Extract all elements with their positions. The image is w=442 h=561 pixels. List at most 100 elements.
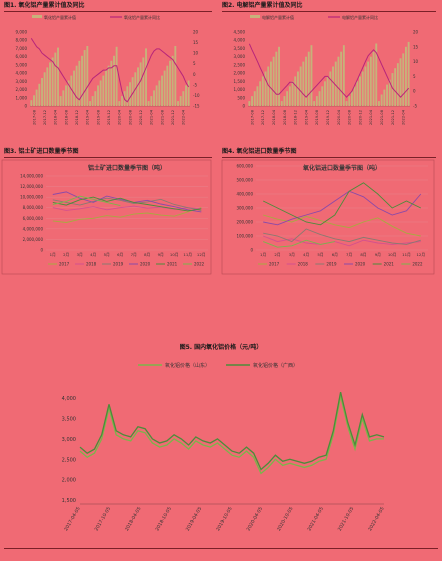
series-line — [263, 182, 421, 226]
bar — [372, 51, 375, 106]
bar — [405, 46, 407, 106]
y-tick-label: 4,000,000 — [23, 226, 44, 231]
bar — [256, 86, 259, 106]
bar — [81, 55, 83, 106]
y-tick-label: 0 — [242, 104, 245, 109]
bar — [259, 81, 262, 106]
bar — [41, 78, 43, 106]
figure-5-rule — [4, 548, 438, 549]
x-tick-label: 6月 — [117, 252, 123, 257]
bar — [318, 91, 321, 106]
bar — [307, 51, 310, 106]
bar — [49, 62, 51, 106]
x-tick-label: 2021-04-05 — [306, 506, 325, 532]
legend-label: 2021 — [384, 262, 395, 267]
bar — [278, 46, 280, 106]
bar — [30, 100, 33, 106]
bar — [391, 73, 394, 106]
y2-tick-label: 5 — [413, 74, 416, 79]
figure-3-title: 图3. 铝土矿进口数量季节图 — [4, 148, 79, 155]
bar — [142, 57, 145, 106]
bar — [394, 68, 397, 106]
bar — [155, 85, 158, 106]
y-tick-label: 0 — [250, 248, 253, 253]
series-line — [263, 214, 421, 237]
bar — [65, 85, 67, 106]
series-line — [263, 190, 422, 226]
bar — [62, 90, 65, 106]
y-tick-label: 1,000 — [234, 87, 246, 92]
bar — [375, 43, 378, 106]
series-line — [263, 239, 335, 248]
y-tick-label: 2,000 — [62, 478, 76, 484]
bar — [113, 55, 115, 106]
y2-tick-label: 10 — [413, 59, 419, 64]
y-tick-label: 2,000 — [16, 87, 28, 92]
y-tick-label: 3,000 — [16, 79, 28, 84]
x-tick-label: 3月 — [289, 252, 295, 257]
legend-label: 2018 — [86, 262, 97, 267]
bar — [348, 96, 351, 106]
bar — [332, 66, 334, 106]
x-tick-label: 12月 — [197, 252, 206, 257]
bar — [153, 90, 155, 106]
x-tick-label: 2月 — [63, 252, 69, 257]
x-tick-label: 8月 — [360, 252, 366, 257]
bar — [356, 81, 359, 106]
bar — [150, 96, 153, 106]
series-line — [263, 235, 421, 247]
bar — [161, 75, 163, 106]
bar — [380, 94, 383, 106]
y-tick-label: 3,000 — [62, 437, 76, 443]
y-tick-label: 14,000,000 — [20, 174, 43, 179]
x-tick-label: 2017-08 — [250, 109, 254, 125]
bar — [353, 86, 356, 106]
x-tick-label: 2018-12 — [294, 110, 298, 125]
y2-tick-label: -5 — [193, 82, 197, 87]
legend-label: 2019 — [113, 262, 124, 267]
bar — [313, 101, 316, 106]
y-tick-label: 2,000 — [234, 71, 246, 76]
legend-label: 2021 — [167, 262, 178, 267]
legend-label: 2017 — [59, 262, 70, 267]
x-tick-label: 2021-08 — [160, 109, 164, 125]
bar — [137, 67, 139, 106]
y2-tick-label: 0 — [413, 89, 416, 94]
y-tick-label: 0 — [40, 248, 43, 253]
legend-label: 2017 — [269, 262, 280, 267]
legend-label: 氧化铝价格（广西） — [253, 362, 298, 369]
x-tick-label: 2018-12 — [75, 110, 79, 125]
x-tick-label: 2017-08 — [32, 109, 36, 125]
bar — [334, 61, 337, 106]
bar — [272, 56, 275, 106]
x-tick-label: 11月 — [402, 252, 411, 257]
bar — [102, 75, 105, 106]
legend-label: 2019 — [326, 262, 337, 267]
bar — [315, 96, 318, 106]
bar — [324, 81, 326, 106]
bar — [177, 101, 179, 106]
y-tick-label: 200,000 — [236, 220, 253, 225]
bar — [118, 101, 121, 106]
series-line — [52, 196, 202, 212]
bar — [182, 91, 185, 106]
bar — [171, 55, 174, 106]
bar — [288, 86, 291, 106]
y-tick-label: 10,000,000 — [20, 195, 43, 200]
bar — [302, 61, 305, 106]
x-tick-label: 2017-04-05 — [63, 506, 82, 532]
y2-tick-label: 15 — [413, 44, 419, 49]
x-tick-label: 2018-10-05 — [154, 506, 173, 532]
bar — [261, 76, 264, 106]
bar — [46, 67, 49, 106]
bar — [70, 75, 73, 106]
bar — [166, 65, 169, 106]
x-tick-label: 9月 — [375, 252, 381, 257]
x-tick-label: 2020-08 — [128, 109, 132, 125]
y2-tick-label: 10 — [193, 51, 199, 56]
bar — [310, 45, 313, 106]
bar — [359, 76, 361, 106]
y-tick-label: 4,000 — [62, 396, 76, 402]
y2-tick-label: -10 — [193, 93, 200, 98]
legend-label: 2018 — [298, 262, 309, 267]
